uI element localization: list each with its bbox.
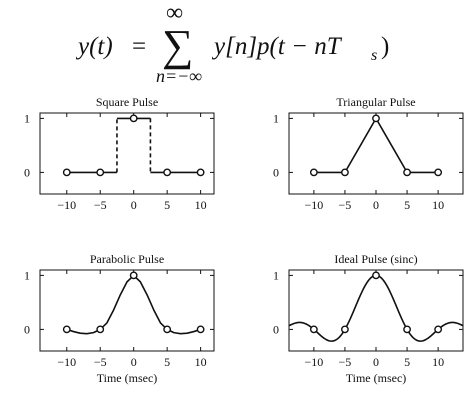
x-tick-label: 5 [404, 355, 410, 369]
sample-point [403, 325, 411, 334]
x-tick-label: 0 [373, 355, 379, 369]
sample-point [163, 325, 172, 334]
x-tick-label: 0 [131, 198, 137, 212]
sample-point [372, 114, 380, 123]
sample-point [196, 168, 205, 177]
sample-point [372, 271, 380, 280]
x-tick-label: 10 [195, 355, 207, 369]
sample-point [62, 325, 71, 334]
x-tick-label: −10 [304, 198, 323, 212]
parabolic-pulse-plot: Parabolic Pulse −10 −5 0 5 10 0 1 Time (msec) [24, 252, 215, 385]
sample-point [309, 325, 318, 334]
summation-upper-limit: ∞ [166, 0, 183, 26]
x-axis-label: Time (msec) [97, 371, 158, 385]
plot-title: Triangular Pulse [336, 95, 415, 109]
sampling-equation: y(t) = ∑ ∞ n=−∞ y[n]p(t − nT s ) [75, 0, 389, 86]
axes-frame [288, 269, 464, 352]
x-tick-label: 0 [373, 198, 379, 212]
x-tick-label: −5 [339, 198, 352, 212]
sample-point [341, 168, 349, 177]
square-pulse-plot: Square Pulse −10 −5 0 5 10 0 1 [24, 95, 215, 212]
sample-point [163, 168, 172, 177]
y-tick-label: 1 [24, 268, 30, 282]
axes-frame [288, 112, 464, 195]
x-tick-label: −10 [57, 198, 76, 212]
sample-point [434, 325, 443, 334]
x-tick-label: 0 [131, 355, 137, 369]
pulse-curve [313, 117, 439, 174]
plot-title: Square Pulse [96, 95, 158, 109]
plot-title: Ideal Pulse (sinc) [334, 252, 417, 266]
summation-symbol: ∑ [162, 21, 193, 70]
sample-point [62, 168, 71, 177]
equation-lhs: y(t) [75, 33, 113, 60]
sample-point [434, 168, 443, 177]
plot-title: Parabolic Pulse [90, 252, 164, 266]
y-tick-label: 1 [273, 268, 279, 282]
sample-point [129, 271, 138, 280]
axes-frame [39, 269, 215, 352]
x-tick-label: −10 [57, 355, 76, 369]
equation-subscript: s [371, 47, 377, 64]
x-tick-label: 10 [432, 198, 444, 212]
x-tick-label: 10 [195, 198, 207, 212]
sample-point [341, 325, 349, 334]
x-axis-label: Time (msec) [346, 371, 407, 385]
x-tick-label: 5 [404, 198, 410, 212]
x-tick-label: 5 [164, 198, 170, 212]
summation-lower-limit: n=−∞ [156, 66, 202, 86]
equation-close-paren: ) [381, 33, 389, 60]
sample-point [96, 168, 105, 177]
equation-equals: = [132, 33, 146, 60]
x-tick-label: 10 [432, 355, 444, 369]
x-tick-label: 5 [164, 355, 170, 369]
sample-point [129, 114, 138, 123]
equation-term: y[n]p(t − nT [211, 33, 343, 60]
x-tick-label: −5 [94, 198, 107, 212]
ideal-pulse-plot: Ideal Pulse (sinc) −10 −5 0 5 10 0 1 Time (msec) [273, 252, 464, 385]
axes-frame [39, 112, 215, 195]
y-tick-label: 1 [24, 111, 30, 125]
x-tick-label: −5 [94, 355, 107, 369]
y-tick-label: 0 [273, 322, 279, 336]
sample-point [96, 325, 105, 334]
x-tick-label: −10 [304, 355, 323, 369]
triangular-pulse-plot: Triangular Pulse −10 −5 0 5 10 0 1 [273, 95, 464, 212]
sample-point [309, 168, 318, 177]
sample-point [403, 168, 411, 177]
y-tick-label: 0 [24, 165, 30, 179]
pulse-curve [66, 274, 201, 335]
sample-point [196, 325, 205, 334]
y-tick-label: 0 [273, 165, 279, 179]
x-tick-label: −5 [339, 355, 352, 369]
y-tick-label: 1 [273, 111, 279, 125]
y-tick-label: 0 [24, 322, 30, 336]
